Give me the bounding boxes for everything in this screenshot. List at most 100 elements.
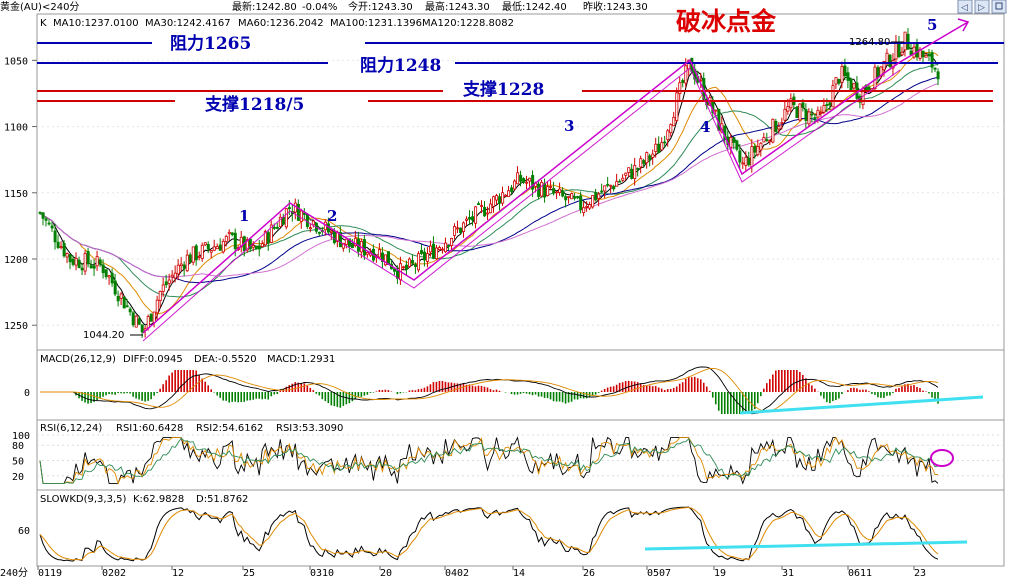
wave-label-2: 2: [327, 207, 337, 225]
panel-frames: [36, 13, 1005, 567]
candle-body: [867, 87, 871, 90]
nav-next-button[interactable]: ▷: [974, 0, 990, 14]
candle-body: [128, 308, 132, 313]
candle-body: [284, 208, 288, 228]
candle-body: [873, 66, 877, 89]
candle-body: [840, 66, 844, 83]
wave-label-4: 4: [700, 118, 710, 136]
candle-body: [377, 249, 381, 258]
support-1218-label: 支撑1218/5: [205, 94, 304, 115]
candle-body: [350, 244, 354, 248]
x-tick-label: 0119: [38, 568, 62, 579]
candle-body: [107, 275, 111, 278]
candle-body: [771, 118, 775, 143]
candle-body: [68, 254, 72, 263]
candle-body: [257, 245, 261, 250]
wave5-arrow-icon: [957, 18, 970, 32]
candle-body: [179, 263, 183, 267]
macd-value: MACD:1.2931: [267, 354, 335, 365]
candle-body: [83, 253, 87, 272]
candle-body: [753, 145, 757, 153]
candle-body: [651, 153, 655, 158]
candle-body: [507, 190, 511, 198]
nav-prev-button[interactable]: ◁: [957, 0, 973, 14]
candle-body: [203, 242, 207, 246]
candle-body: [215, 246, 219, 250]
candle-body: [224, 236, 228, 242]
candle-body: [762, 137, 766, 143]
candle-body: [738, 150, 742, 163]
candle-body: [585, 206, 589, 208]
candle-body: [383, 254, 387, 266]
quote-latest: 最新:1242.80: [232, 0, 297, 13]
price-ytick: 1050: [4, 56, 28, 67]
x-tick-label: 31: [782, 568, 794, 579]
candle-body: [38, 211, 42, 214]
macd-title: MACD(26,12,9): [40, 354, 116, 365]
candle-body: [624, 172, 628, 176]
candle-body: [759, 142, 763, 151]
price-extremes: 1264.80 1044.20: [83, 37, 904, 341]
price-y-axis: 1250 1200 1150 1100 1050: [4, 56, 37, 332]
candle-body: [423, 251, 427, 261]
candle-body: [362, 239, 366, 256]
candle-body: [936, 71, 940, 80]
support-1228-label: 支撑1228: [463, 79, 544, 100]
candle-body: [573, 196, 577, 199]
candle-body: [576, 196, 580, 198]
candle-body: [480, 205, 484, 207]
candle-body: [801, 102, 805, 108]
candle-body: [834, 77, 838, 85]
candle-body: [164, 281, 168, 286]
x-tick-label: 23: [914, 568, 926, 579]
candle-body: [263, 231, 267, 246]
candle-body: [417, 253, 421, 271]
candle-body: [672, 116, 676, 127]
candle-body: [329, 230, 333, 233]
candle-body: [816, 109, 820, 118]
quote-high: 最高:1243.30: [425, 0, 490, 13]
candle-body: [260, 243, 264, 248]
candle-body: [95, 256, 99, 267]
candle-body: [41, 212, 45, 219]
candle-body: [483, 207, 487, 217]
candle-body: [591, 195, 595, 208]
candle-body: [92, 265, 96, 269]
candle-body: [744, 156, 748, 166]
candle-body: [140, 324, 144, 333]
candle-body: [341, 242, 345, 249]
candle-body: [804, 109, 808, 121]
candle-body: [630, 168, 634, 179]
rsi-2: RSI2:54.6162: [196, 423, 263, 434]
candle-body: [495, 195, 499, 201]
candle-body: [441, 248, 445, 251]
nav-restore-button[interactable]: [991, 0, 1007, 14]
candle-body: [807, 111, 811, 125]
candle-body: [146, 316, 150, 329]
candle-body: [567, 196, 571, 199]
candle-body: [317, 231, 321, 234]
candle-body: [471, 216, 475, 221]
wave-label-5: 5: [927, 16, 937, 34]
x-tick-label: 20: [380, 568, 392, 579]
candle-body: [774, 120, 778, 132]
candle-body: [395, 270, 399, 279]
rsi-title: RSI(6,12,24): [40, 423, 102, 434]
wave-path-lower: [142, 67, 901, 342]
macd-legend: MACD(26,12,9) DIFF:0.0945 DEA:-0.5520 MA…: [24, 354, 335, 399]
candle-body: [552, 188, 556, 194]
candle-body: [332, 230, 336, 244]
candle-body: [822, 105, 826, 113]
candle-body: [347, 238, 351, 247]
price-ytick: 1250: [4, 321, 28, 332]
candle-body: [218, 244, 222, 251]
quote-open: 今开:1243.30: [348, 0, 413, 13]
candle-body: [648, 155, 652, 160]
kd-panel-frame: [36, 489, 1005, 567]
candle-body: [846, 72, 850, 81]
kd-d: D:51.8762: [196, 494, 248, 505]
rsi-ytick: 50: [12, 457, 24, 468]
x-tick-label: 19: [714, 568, 726, 579]
candle-body: [131, 312, 135, 326]
